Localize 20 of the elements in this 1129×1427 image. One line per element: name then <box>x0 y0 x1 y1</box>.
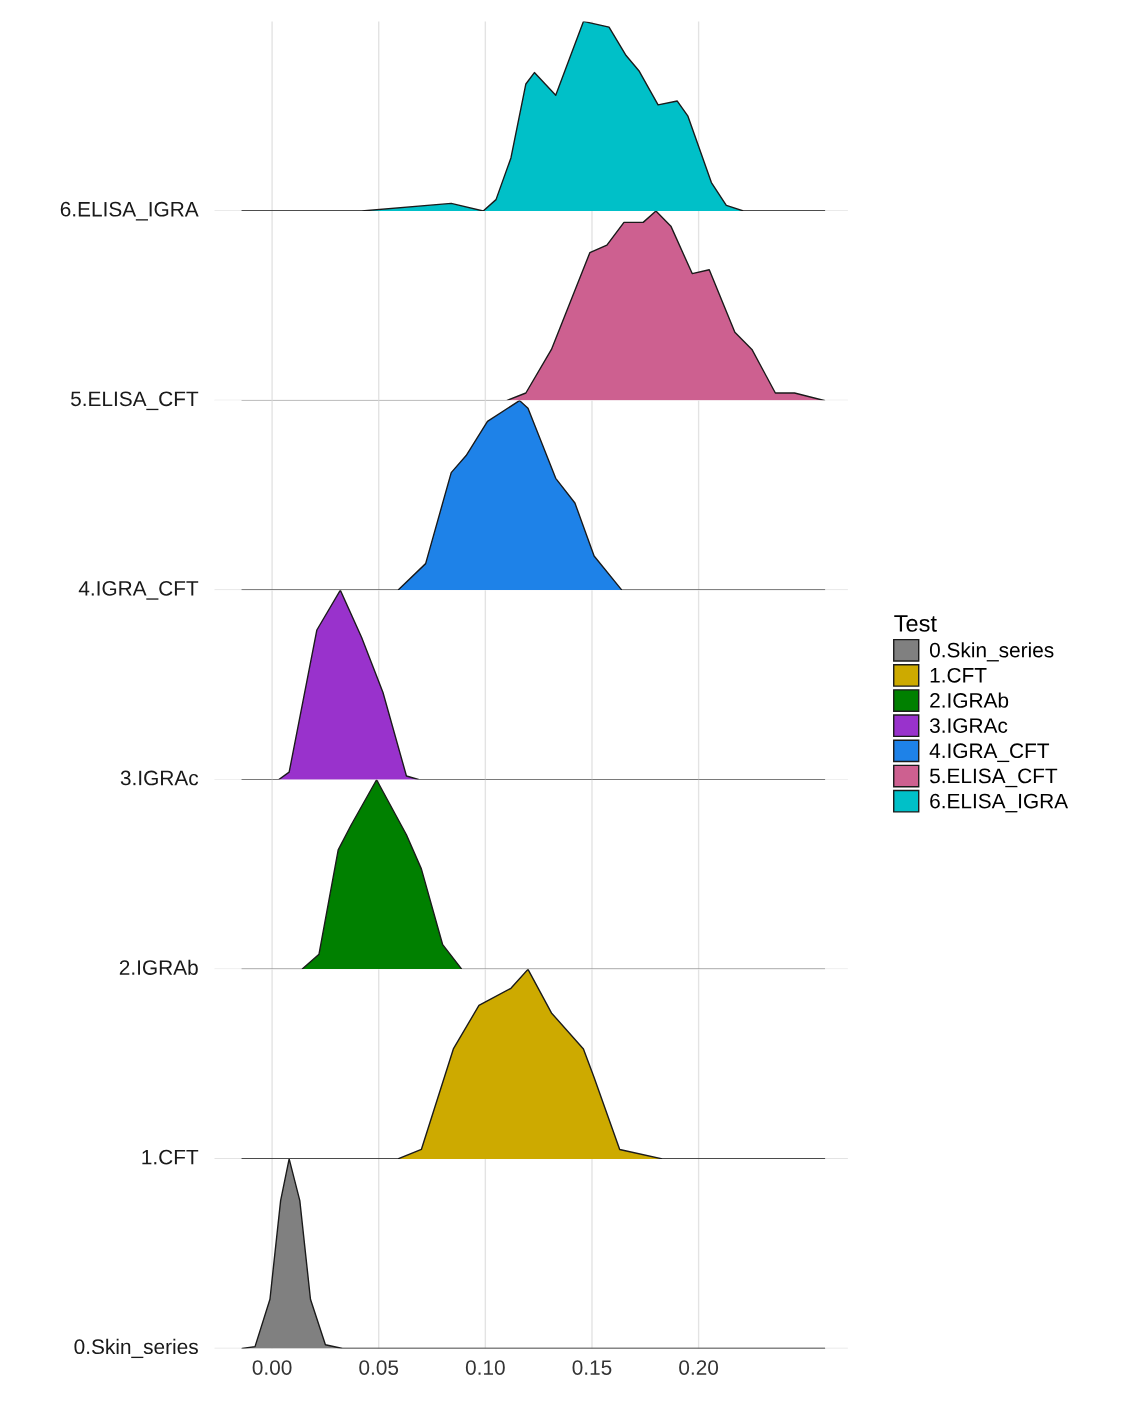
x-tick-label: 0.00 <box>252 1360 292 1375</box>
y-axis-title: 4.IGRA_CFT <box>78 581 199 600</box>
legend-title: Test <box>894 615 937 632</box>
text: 3.IGRAc <box>929 718 1008 733</box>
x-tick-label: 0.15 <box>572 1360 612 1375</box>
x-tick-label: 0.05 <box>359 1360 399 1375</box>
y-axis-title: 0.Skin_series <box>74 1338 198 1359</box>
text: 5.ELISA_CFT <box>929 768 1058 788</box>
x-tick-label: 0.10 <box>465 1360 505 1375</box>
text: 4.IGRA_CFT <box>929 743 1050 763</box>
y-axis-title: 2.IGRAb <box>119 959 198 975</box>
text: 2.IGRAb <box>930 692 1009 708</box>
y-axis-title: 5.ELISA_CFT <box>70 391 199 411</box>
y-axis-title: 1.CFT <box>142 1149 199 1165</box>
x-tick-label: 0.20 <box>679 1360 719 1375</box>
y-axis-title: 3.IGRAc <box>120 770 199 786</box>
y-axis-title: 6.ELISA_IGRA <box>60 201 199 221</box>
legend-label: 6.ELISA_IGRA <box>930 793 1069 813</box>
text: 1.CFT <box>930 667 987 683</box>
text: 0.Skin_series <box>929 642 1054 662</box>
